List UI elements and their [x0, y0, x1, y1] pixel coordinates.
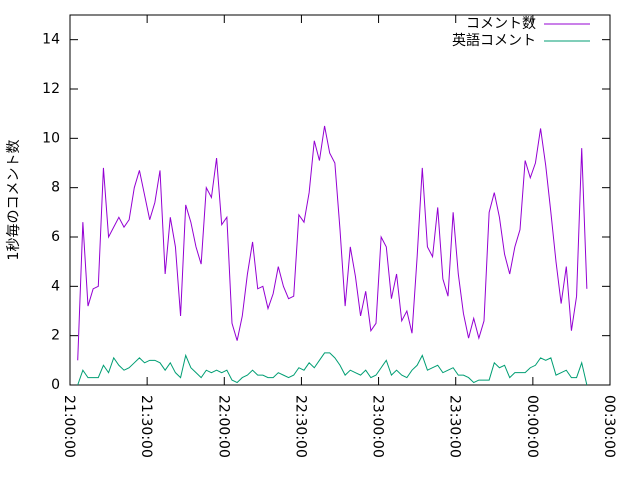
x-tick-label: 21:30:00	[138, 395, 154, 458]
legend-label: 英語コメント	[452, 32, 536, 49]
x-tick-label: 21:00:00	[61, 395, 77, 458]
y-tick-label: 0	[51, 377, 60, 393]
legend-label: コメント数	[466, 16, 536, 32]
y-tick-label: 8	[51, 180, 60, 196]
plot-frame	[69, 14, 611, 386]
y-tick-label: 6	[51, 229, 60, 245]
y-tick-label: 14	[42, 32, 60, 48]
data-line	[77, 125, 588, 361]
y-tick-label: 12	[42, 81, 60, 97]
data-line	[77, 352, 588, 386]
x-tick-label: 00:00:00	[524, 395, 540, 458]
x-tick-label: 23:30:00	[447, 395, 463, 458]
x-tick-label: 22:30:00	[292, 395, 308, 458]
y-tick-label: 4	[51, 278, 60, 294]
x-tick-label: 00:30:00	[601, 395, 617, 458]
x-tick-label: 23:00:00	[370, 395, 386, 458]
y-tick-label: 10	[42, 130, 60, 146]
y-tick-label: 2	[51, 328, 60, 344]
x-tick-label: 22:00:00	[215, 395, 231, 458]
y-axis-label: 1秒毎のコメント数	[6, 140, 22, 261]
